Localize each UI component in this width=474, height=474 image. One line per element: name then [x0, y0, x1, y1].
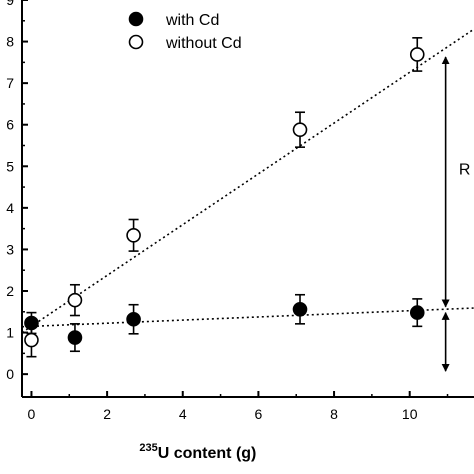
data-point-with-cd [409, 305, 425, 320]
legend-label: without Cd [165, 35, 242, 52]
x-tick-label: 2 [103, 406, 111, 422]
legend-marker [128, 34, 144, 50]
y-tick-label: 1 [6, 325, 14, 341]
x-tick-label: 0 [28, 406, 36, 422]
x-ticks: 0 2 4 6 8 10 [28, 391, 449, 422]
data-point-without-cd [67, 292, 83, 308]
y-tick-label: 6 [6, 117, 14, 133]
legend-marker [128, 11, 144, 27]
y-tick-label: 9 [6, 0, 14, 8]
y-tick-label: 8 [6, 34, 14, 50]
data-point-with-cd [126, 311, 141, 327]
annotation-layer: R [441, 56, 471, 372]
data-point-with-cd [292, 301, 308, 317]
y-ticks: 0 1 2 3 4 5 6 7 8 9 [6, 0, 28, 382]
legend: with Cd without Cd [128, 11, 242, 52]
y-tick-label: 5 [6, 158, 14, 174]
y-tick-label: 4 [6, 200, 14, 216]
y-tick-label: 0 [6, 366, 14, 382]
x-axis-title: 235U content (g) [139, 442, 256, 462]
y-tick-label: 2 [6, 283, 14, 299]
fit-lines-layer [21, 28, 474, 334]
fit-line [21, 28, 474, 334]
annotation-text: R [459, 162, 471, 179]
x-axis-title-superscript: 235 [139, 442, 157, 454]
x-tick-label: 10 [402, 406, 418, 422]
fit-line [21, 307, 474, 328]
data-point-with-cd [67, 330, 83, 345]
y-tick-label: 3 [6, 241, 14, 257]
data-point-without-cd [292, 122, 308, 138]
axes-layer: 0 1 2 3 4 5 6 7 8 9 0 2 4 6 8 10 [6, 0, 474, 422]
legend-label: with Cd [165, 12, 219, 29]
points-layer [24, 37, 425, 358]
data-point-without-cd [126, 227, 141, 243]
x-axis-title-text: U content (g) [158, 445, 257, 462]
x-tick-label: 8 [330, 406, 338, 422]
data-point-without-cd [24, 332, 39, 348]
y-tick-label: 7 [6, 75, 14, 91]
x-tick-label: 4 [179, 406, 187, 422]
data-point-without-cd [409, 47, 425, 62]
x-tick-label: 6 [255, 406, 263, 422]
